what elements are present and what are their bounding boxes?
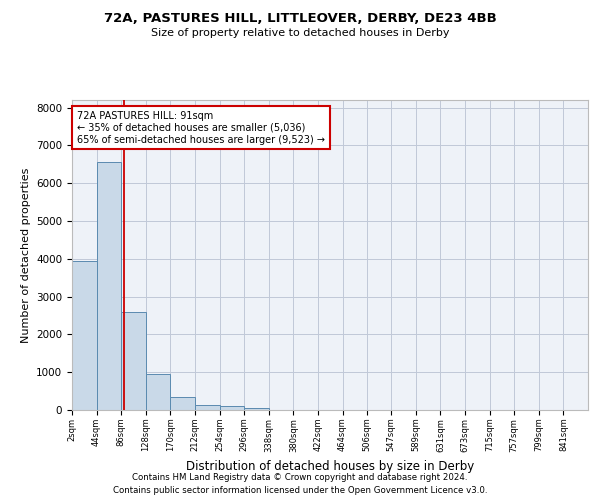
Text: 72A PASTURES HILL: 91sqm
← 35% of detached houses are smaller (5,036)
65% of sem: 72A PASTURES HILL: 91sqm ← 35% of detach… [77, 112, 325, 144]
Bar [146, 374, 170, 410]
Y-axis label: Number of detached properties: Number of detached properties [20, 168, 31, 342]
Bar [97, 162, 121, 410]
Bar [195, 405, 220, 410]
Bar [72, 260, 97, 410]
Bar [244, 408, 269, 410]
Bar [170, 397, 195, 410]
Bar [220, 406, 244, 410]
Text: Size of property relative to detached houses in Derby: Size of property relative to detached ho… [151, 28, 449, 38]
Text: Contains public sector information licensed under the Open Government Licence v3: Contains public sector information licen… [113, 486, 487, 495]
Text: 72A, PASTURES HILL, LITTLEOVER, DERBY, DE23 4BB: 72A, PASTURES HILL, LITTLEOVER, DERBY, D… [104, 12, 496, 26]
Text: Contains HM Land Registry data © Crown copyright and database right 2024.: Contains HM Land Registry data © Crown c… [132, 472, 468, 482]
Bar [121, 312, 146, 410]
X-axis label: Distribution of detached houses by size in Derby: Distribution of detached houses by size … [186, 460, 474, 473]
